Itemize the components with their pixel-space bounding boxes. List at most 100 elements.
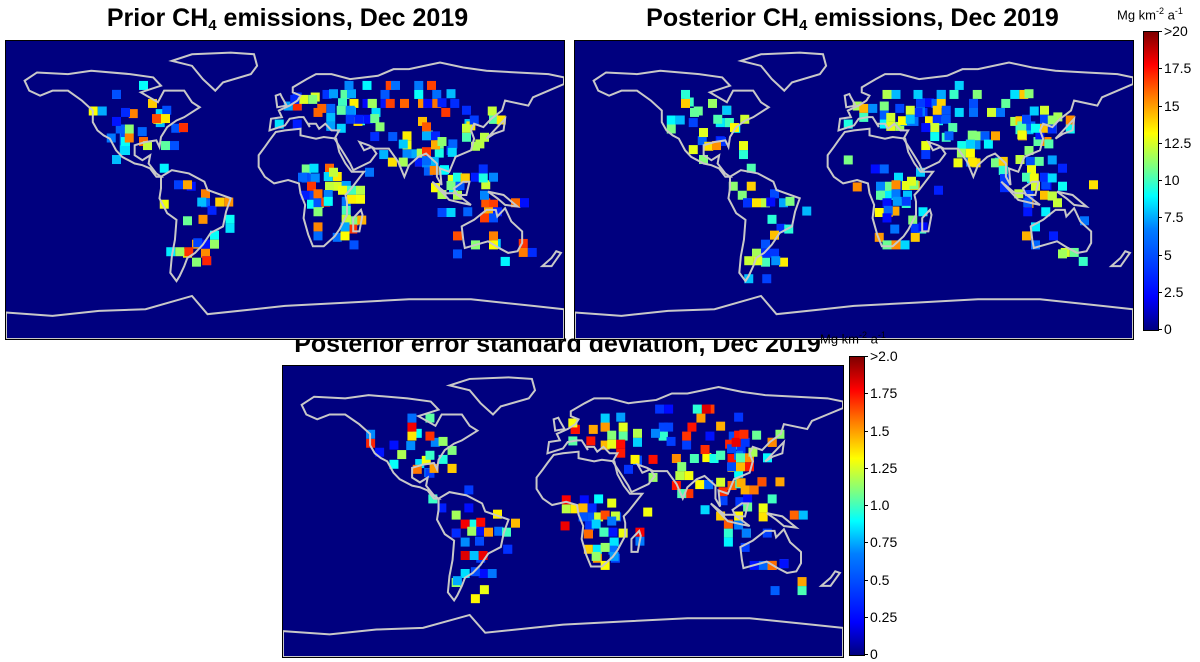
emission-cell — [407, 413, 417, 423]
coastline-north-america — [592, 69, 771, 178]
emission-cell — [885, 181, 894, 191]
colorbar-tick-label: 0 — [1164, 321, 1172, 337]
emission-cell — [451, 510, 461, 520]
coastline-antarctica — [575, 294, 1133, 339]
emission-cell — [600, 560, 610, 570]
emission-cell — [370, 114, 380, 124]
emission-cell — [682, 440, 692, 450]
emission-cell — [412, 464, 422, 474]
colorbar-tickmark — [1158, 180, 1162, 181]
emission-cell — [701, 404, 711, 414]
emission-cell — [724, 118, 734, 128]
coastline-madagascar — [352, 207, 364, 233]
emission-cell — [948, 123, 958, 133]
emission-cell — [171, 123, 181, 133]
emission-cell — [389, 440, 399, 450]
emission-cell — [965, 148, 975, 158]
emission-cell — [310, 173, 320, 183]
emission-cell — [934, 185, 943, 195]
emission-cell — [446, 181, 456, 190]
emission-cell — [489, 231, 498, 241]
emission-cell — [725, 439, 735, 449]
emission-cell — [709, 454, 719, 463]
colorbar-tick-label: 15 — [1164, 97, 1180, 114]
emission-cell — [616, 412, 626, 422]
colorbar-tick-label: 2.5 — [1164, 283, 1184, 300]
emission-cell — [161, 141, 170, 151]
emission-cell — [758, 503, 768, 513]
emission-cell — [761, 257, 770, 267]
emission-cell — [402, 149, 412, 159]
emission-cell — [991, 158, 1000, 168]
emission-cell — [932, 114, 942, 124]
emission-cell — [608, 545, 618, 555]
emission-cell — [895, 103, 905, 113]
emission-cell — [489, 172, 498, 182]
emission-cell — [736, 445, 746, 454]
emission-cell — [338, 98, 347, 108]
emission-cell — [467, 526, 477, 536]
emission-cell — [570, 424, 580, 434]
emission-cell — [1031, 240, 1040, 250]
emission-cell — [292, 101, 302, 111]
emission-cell — [859, 103, 869, 113]
emission-cell — [225, 214, 235, 224]
colorbar-tickmark — [1158, 329, 1162, 330]
emission-cell — [1044, 139, 1054, 149]
emission-cell — [591, 519, 601, 529]
emission-cell — [431, 131, 440, 141]
emission-cell — [412, 428, 422, 438]
emission-cell — [1058, 249, 1067, 259]
emission-cell — [518, 238, 528, 248]
emission-cell — [301, 164, 311, 174]
coastline-north-america — [23, 69, 202, 178]
emission-cell — [770, 248, 779, 258]
emission-cell — [967, 157, 977, 167]
emission-cell — [954, 80, 964, 90]
emission-cell — [1035, 130, 1045, 140]
emission-cell — [675, 115, 685, 125]
emission-cell — [616, 448, 626, 458]
emission-cell — [1078, 256, 1088, 266]
emission-cell — [570, 504, 580, 514]
emission-cell — [471, 172, 480, 182]
emission-cell — [716, 511, 726, 521]
emission-cell — [411, 149, 421, 159]
emission-cell — [744, 256, 754, 266]
emission-cell — [953, 158, 963, 168]
emission-cell — [341, 214, 351, 224]
emission-cell — [198, 214, 208, 224]
emission-cell — [588, 424, 598, 434]
emission-cell — [587, 512, 597, 522]
emission-cell — [767, 214, 777, 224]
emission-cell — [391, 80, 400, 90]
emission-cell — [690, 107, 699, 117]
emission-cell — [892, 196, 902, 206]
emission-cell — [313, 198, 323, 208]
emission-cell — [429, 165, 439, 175]
emission-cell — [983, 139, 993, 149]
emission-cell — [469, 115, 479, 125]
emission-cell — [347, 89, 356, 99]
prior-emissions-map — [5, 40, 565, 340]
emission-cell — [921, 123, 931, 133]
emission-cell — [148, 98, 157, 108]
emission-cell — [349, 98, 359, 108]
emission-cell — [736, 462, 745, 472]
emission-cell — [921, 150, 931, 160]
coastline-madagascar — [921, 207, 933, 233]
emission-cell — [1015, 116, 1025, 126]
emission-cell — [743, 493, 753, 503]
emission-cell — [891, 180, 901, 190]
emission-cell — [484, 527, 493, 537]
emission-cell — [479, 585, 489, 595]
emission-cell — [713, 114, 723, 124]
emission-cell — [1040, 123, 1049, 133]
emission-cell — [345, 105, 355, 115]
emission-cell — [890, 206, 900, 216]
posterior-error-map — [282, 365, 844, 658]
emission-cell — [1047, 191, 1057, 201]
emission-cell — [681, 89, 690, 99]
emission-cell — [290, 94, 300, 104]
emission-cell — [1047, 115, 1057, 125]
